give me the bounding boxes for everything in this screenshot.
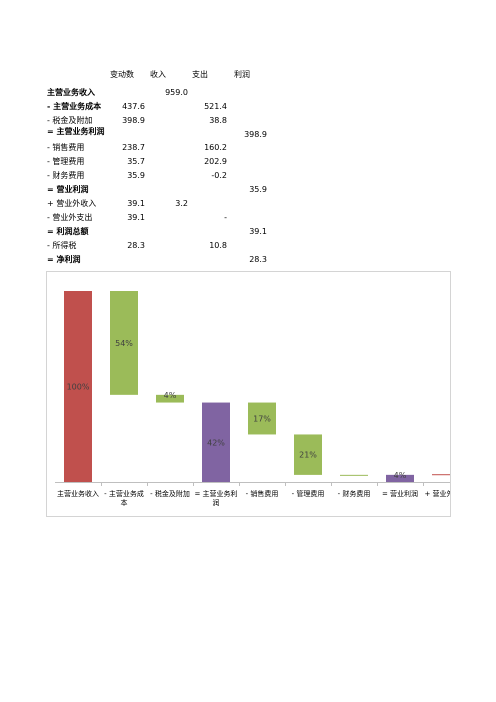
column-header: 支出 [192,70,208,79]
row-label: - 税金及附加 [47,116,93,125]
x-axis-tick-label: - 主营业务成本 [104,489,144,507]
column-header: 变动数 [110,70,134,79]
cell-expense: - [224,213,227,222]
x-axis-tick-label: - 财务费用 [338,489,371,498]
bar-data-label: 4% [394,471,407,480]
cell-expense: 10.8 [209,241,227,250]
x-axis-tick-label: + 营业外收入 [424,489,451,498]
cell-profit: 39.1 [249,227,267,236]
row-label: - 销售费用 [47,143,85,152]
row-label: - 所得税 [47,241,77,250]
cell-change: 39.1 [127,199,145,208]
cell-expense: 160.2 [204,143,227,152]
waterfall-bar [386,474,414,482]
bar-data-label: 54% [115,339,133,348]
row-label: = 利润总额 [47,227,89,236]
cell-change: 39.1 [127,213,145,222]
waterfall-chart-svg: 100% 主营业务收入 54% - 主营业务成本 4% - 税金及附加 42% = 主营业务利… [55,291,451,507]
cell-change: 35.9 [127,171,145,180]
cell-change: 238.7 [122,143,145,152]
cell-income: 959.0 [165,88,188,97]
cell-profit: 398.9 [244,130,267,139]
cell-change: 437.6 [122,102,145,111]
cell-expense: 38.8 [209,116,227,125]
x-axis-tick-label: - 销售费用 [246,489,279,498]
cell-change: 35.7 [127,157,145,166]
bar-data-label: 4% [164,391,177,400]
cell-expense: 202.9 [204,157,227,166]
row-label: - 主营业务成本 [47,102,102,111]
cell-expense: 521.4 [204,102,227,111]
row-label: - 管理费用 [47,157,85,166]
row-label: = 营业利润 [47,185,89,194]
x-axis-tick-label: - 税金及附加 [150,489,190,498]
column-header: 利润 [234,70,250,79]
waterfall-bar [156,394,184,403]
waterfall-bar [432,474,450,476]
waterfall-chart: 100% 主营业务收入 54% - 主营业务成本 4% - 税金及附加 42% = 主营业务利… [46,271,451,517]
bar-data-label: 100% [67,383,90,392]
x-axis-tick-label: = 主营业务利润 [194,489,237,507]
cell-change: 28.3 [127,241,145,250]
row-label: = 主营业务利润 [47,127,105,136]
x-axis-tick-label: = 营业利润 [382,489,418,498]
waterfall-bar [64,291,92,482]
x-axis-tick-label: 主营业务收入 [57,489,99,498]
x-axis-tick-label: - 管理费用 [292,489,325,498]
row-label: - 财务费用 [47,171,85,180]
cell-income: 3.2 [175,199,188,208]
column-header: 收入 [150,70,166,79]
waterfall-bar [294,434,322,475]
row-label: - 营业外支出 [47,213,93,222]
waterfall-bar [248,402,276,435]
bar-data-label: 42% [207,438,225,447]
bar-data-label: 21% [299,451,317,460]
row-label: 主营业务收入 [47,88,95,97]
cell-expense: -0.2 [211,171,227,180]
cell-profit: 35.9 [249,185,267,194]
waterfall-bar [202,402,230,482]
cell-profit: 28.3 [249,255,267,264]
waterfall-bar [110,291,138,395]
bar-data-label: 17% [253,415,271,424]
row-label: = 净利润 [47,255,81,264]
row-label: + 营业外收入 [47,199,97,208]
waterfall-bar [340,474,368,476]
cell-change: 398.9 [122,116,145,125]
